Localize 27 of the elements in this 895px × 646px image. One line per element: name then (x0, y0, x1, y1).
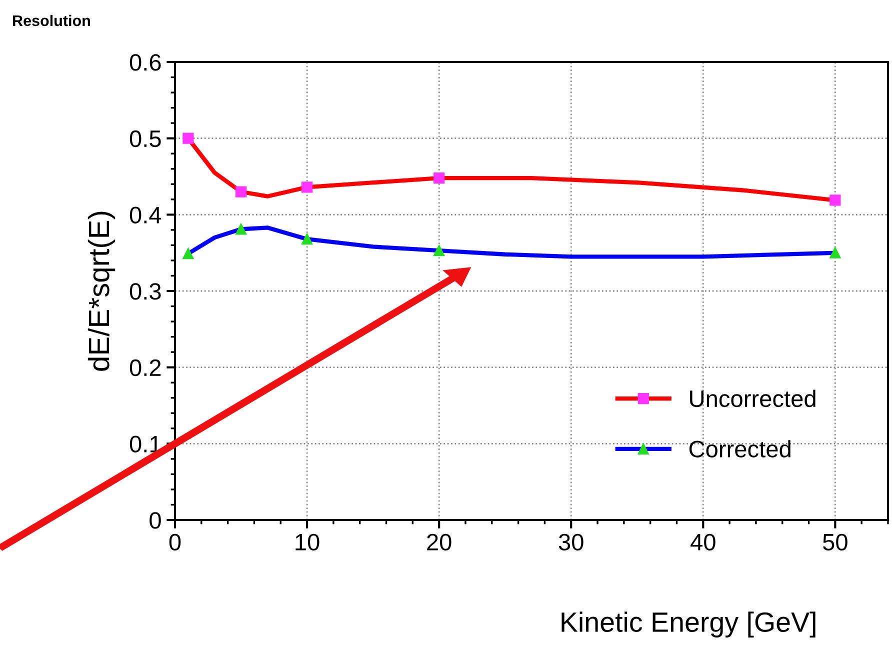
point (434, 172, 445, 184)
x-tick-label: 10 (296, 534, 320, 551)
y-axis-title: dE/E*sqrt(E) (88, 212, 116, 371)
y-tick-label: 0.2 (130, 359, 161, 376)
point (182, 132, 194, 144)
y-tick-label: 0.6 (130, 54, 161, 71)
y-tick-label: 0.4 (130, 206, 162, 224)
x-tick-label: 20 (427, 534, 452, 551)
x-tick-label: 50 (823, 534, 848, 551)
y-tick-label: 0.5 (130, 130, 161, 148)
point (182, 248, 194, 260)
y-tick-label: 0.3 (130, 283, 161, 300)
point (235, 186, 247, 198)
point (301, 182, 313, 193)
x-tick-label: 0 (169, 534, 181, 551)
point (830, 194, 841, 206)
text: Resolution (13, 14, 90, 26)
point (235, 224, 247, 235)
point (830, 247, 841, 258)
y-tick-label: 0 (150, 512, 161, 529)
point (301, 234, 313, 245)
point (434, 244, 445, 256)
x-axis-title: Kinetic Energy [GeV] (562, 612, 816, 638)
x-tick-label: 30 (558, 534, 584, 551)
legend-label: Corrected (689, 440, 790, 458)
legend-label: Uncorrected (690, 390, 816, 408)
x-tick-label: 40 (690, 534, 716, 551)
